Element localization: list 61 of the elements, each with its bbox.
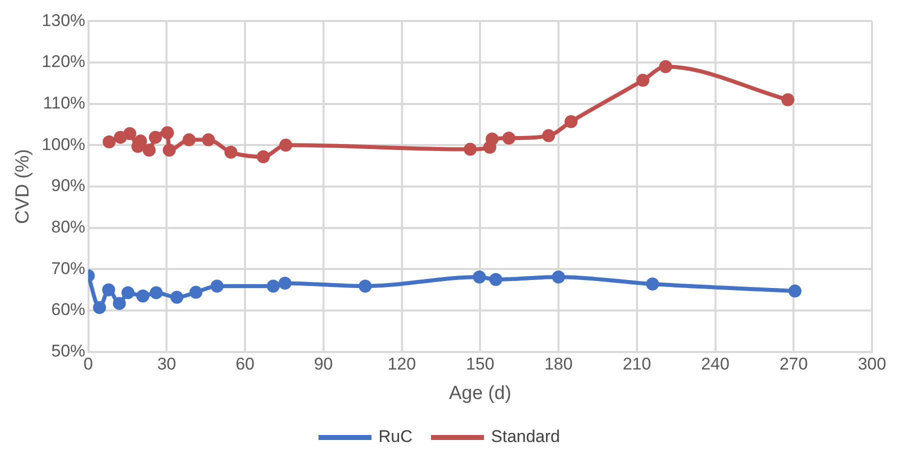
point — [148, 130, 162, 144]
x-tick-label: 90 — [314, 354, 333, 374]
x-tick-label: 180 — [544, 354, 573, 374]
point — [464, 142, 477, 156]
x-tick-label: 300 — [858, 354, 886, 374]
point — [123, 127, 136, 140]
point — [278, 276, 292, 290]
x-axis-title: Age (d) — [448, 382, 512, 404]
point — [542, 129, 556, 142]
point — [136, 290, 150, 303]
point — [279, 138, 292, 152]
point — [472, 270, 486, 284]
point — [502, 132, 516, 145]
point — [788, 284, 802, 298]
point — [210, 280, 224, 293]
x-tick-label: 120 — [388, 354, 416, 374]
y-tick-label: 120% — [42, 52, 86, 72]
point — [781, 93, 794, 106]
legend-label: RuC — [378, 427, 413, 446]
point — [358, 280, 372, 293]
point — [552, 270, 566, 284]
legend-label: Standard — [491, 427, 560, 446]
point — [114, 130, 127, 144]
x-tick-label: 150 — [466, 354, 494, 374]
point — [112, 296, 126, 310]
point — [659, 60, 672, 74]
point — [564, 115, 578, 128]
y-axis-title: CVD (%) — [12, 149, 34, 224]
point — [93, 301, 106, 314]
x-tick-label: 0 — [84, 354, 94, 374]
y-tick-label: 60% — [51, 300, 86, 320]
x-tick-label: 270 — [779, 354, 808, 374]
y-tick-label: 80% — [51, 218, 86, 237]
point — [102, 135, 116, 148]
point — [182, 133, 196, 146]
y-tick-label: 110% — [43, 94, 86, 113]
point — [202, 133, 215, 146]
point — [256, 150, 270, 164]
y-tick-label: 130% — [42, 10, 86, 30]
point — [162, 144, 176, 157]
point — [224, 146, 238, 159]
x-tick-label: 210 — [622, 354, 652, 374]
point — [189, 286, 202, 299]
point — [150, 286, 163, 300]
point — [646, 278, 660, 291]
point — [170, 290, 184, 304]
point — [142, 144, 156, 157]
x-tick-label: 240 — [701, 354, 730, 374]
y-tick-label: 50% — [51, 341, 86, 360]
point — [121, 286, 134, 300]
point — [486, 132, 499, 146]
y-tick-label: 100% — [42, 134, 86, 154]
point — [489, 272, 502, 286]
point — [636, 74, 650, 87]
y-tick-label: 90% — [51, 176, 86, 196]
point — [102, 283, 116, 296]
x-tick-label: 60 — [236, 354, 254, 374]
point — [266, 280, 280, 293]
point — [160, 126, 174, 140]
y-tick-label: 70% — [51, 258, 86, 278]
x-tick-label: 30 — [157, 354, 176, 374]
